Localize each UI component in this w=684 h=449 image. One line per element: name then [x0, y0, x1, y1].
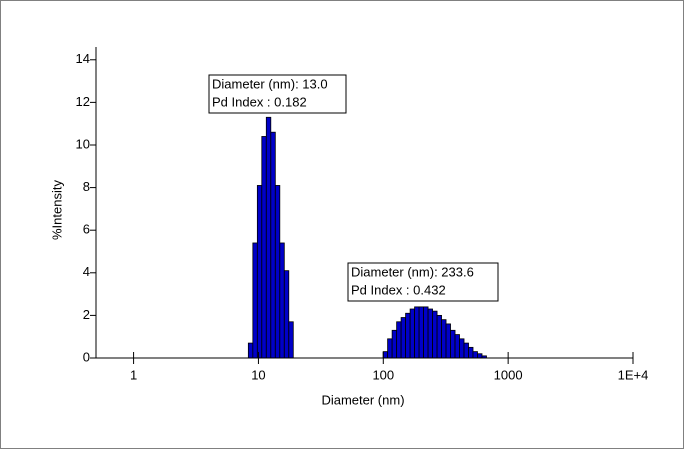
bar: [445, 323, 451, 359]
bar: [409, 308, 415, 359]
bar: [477, 353, 483, 359]
y-tick-label: 12: [76, 94, 90, 109]
bar: [414, 306, 420, 359]
y-tick-label: 2: [83, 307, 90, 322]
bar: [283, 270, 290, 359]
bar: [432, 310, 438, 359]
bar: [279, 242, 285, 359]
bar: [288, 321, 294, 359]
y-tick-label: 0: [83, 349, 90, 364]
bar: [400, 317, 407, 359]
bar: [256, 185, 263, 359]
bar: [450, 329, 456, 359]
bar: [427, 308, 433, 359]
bar: [472, 351, 478, 359]
x-tick-label: 1E+4: [618, 367, 649, 382]
y-tick-label: 14: [76, 51, 90, 66]
bar: [468, 346, 474, 359]
x-axis-label: Diameter (nm): [321, 392, 404, 407]
x-tick-label: 1: [130, 367, 137, 382]
x-tick-label: 100: [372, 367, 394, 382]
annotation-text: Diameter (nm): 13.0: [212, 76, 328, 91]
bar: [270, 131, 276, 359]
bar: [463, 342, 469, 359]
bar: [274, 185, 281, 359]
y-tick-label: 8: [83, 179, 90, 194]
bar: [252, 242, 258, 359]
y-tick-label: 10: [76, 136, 90, 151]
bar: [382, 351, 389, 359]
bar: [265, 116, 272, 359]
x-tick-label: 1000: [494, 367, 523, 382]
annotation-box: [208, 74, 347, 114]
bar: [418, 306, 424, 359]
bar: [247, 342, 254, 359]
annotation-text: Pd Index : 0.432: [351, 282, 446, 297]
y-axis-label: %Intensity: [49, 180, 64, 240]
bar: [387, 338, 393, 359]
annotation-text: Pd Index : 0.182: [212, 94, 307, 109]
bar: [454, 334, 460, 359]
annotation-text: Diameter (nm): 233.6: [351, 264, 474, 279]
bar: [261, 136, 267, 359]
bar: [423, 306, 429, 359]
y-tick-label: 4: [83, 264, 90, 279]
bar: [459, 338, 465, 359]
bar: [396, 321, 402, 359]
bar: [441, 319, 447, 359]
bar: [436, 314, 442, 359]
bar: [391, 329, 398, 359]
y-tick-label: 6: [83, 222, 90, 237]
x-tick-label: 10: [251, 367, 265, 382]
bar: [405, 312, 411, 359]
annotation-box: [347, 262, 499, 302]
